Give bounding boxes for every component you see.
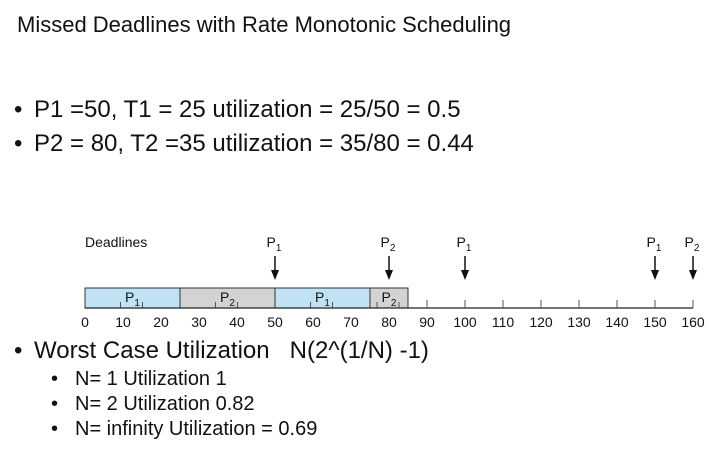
tick-label: 40	[229, 314, 245, 330]
deadline-arrow-icon	[461, 270, 469, 280]
bullet-glyph: •	[51, 393, 59, 415]
bullet-text-p1: P1 =50, T1 = 25 utilization = 25/50 = 0.…	[34, 96, 461, 123]
tick-label: 120	[529, 314, 553, 330]
bullet-item-p1: • P1 =50, T1 = 25 utilization = 25/50 = 0…	[14, 93, 474, 127]
deadline-label: P2	[381, 234, 396, 254]
worst-case-label: Worst Case Utilization	[34, 337, 270, 364]
worst-case-item-text: N= infinity Utilization = 0.69	[75, 418, 318, 440]
deadline-label: P1	[647, 234, 662, 254]
tick-label: 60	[305, 314, 321, 330]
worst-case-item-text: N= 2 Utilization 0.82	[75, 393, 255, 415]
utilization-bullets: • P1 =50, T1 = 25 utilization = 25/50 = 0…	[14, 93, 474, 161]
block-label: P1	[315, 289, 330, 309]
deadlines-label: Deadlines	[85, 234, 147, 250]
deadline-arrow-icon	[271, 270, 279, 280]
deadline-label: P1	[267, 234, 282, 254]
tick-label: 110	[492, 314, 515, 330]
worst-case-list: • N= 1 Utilization 1 • N= 2 Utilization 0.…	[14, 367, 429, 442]
bullet-glyph: •	[14, 96, 23, 123]
deadline-label: P1	[457, 234, 472, 254]
worst-case-formula: N(2^(1/N) -1)	[289, 337, 429, 364]
bullet-glyph: •	[14, 130, 23, 157]
worst-case-heading: • Worst Case Utilization N(2^(1/N) -1)	[14, 335, 429, 367]
tick-label: 10	[115, 314, 131, 330]
tick-label: 0	[81, 314, 89, 330]
tick-label: 20	[153, 314, 169, 330]
worst-case-item: • N= 2 Utilization 0.82	[51, 392, 429, 417]
deadline-markers: P1 P2 P1 P1 P2	[267, 234, 700, 280]
execution-blocks: P1 P2 P1 P2	[84, 287, 409, 309]
worst-case-item: • N= infinity Utilization = 0.69	[51, 417, 429, 442]
tick-label: 100	[453, 314, 477, 330]
tick-label: 140	[605, 314, 629, 330]
bullet-glyph: •	[51, 418, 59, 440]
tick-label: 130	[567, 314, 591, 330]
bullet-item-p2: • P2 = 80, T2 =35 utilization = 35/80 = 0…	[14, 127, 474, 161]
tick-label: 70	[343, 314, 359, 330]
tick-label: 90	[419, 314, 435, 330]
block-label: P2	[382, 289, 397, 309]
tick-label: 160	[681, 314, 705, 330]
time-axis: 0 10 20 30 40 50 60 70 80 90 100 110 120 130 140 150 160	[81, 300, 705, 330]
tick-label: 50	[267, 314, 283, 330]
tick-label: 30	[191, 314, 207, 330]
block-label: P2	[220, 289, 235, 309]
bullet-glyph: •	[51, 368, 59, 390]
tick-label: 80	[381, 314, 397, 330]
deadline-arrow-icon	[385, 270, 393, 280]
slide-title: Missed Deadlines with Rate Monotonic Sch…	[17, 12, 512, 37]
deadline-arrow-icon	[689, 270, 697, 280]
worst-case-item-text: N= 1 Utilization 1	[75, 368, 227, 390]
bullet-glyph: •	[14, 337, 23, 364]
deadline-label: P2	[685, 234, 700, 254]
worst-case-item: • N= 1 Utilization 1	[51, 367, 429, 392]
worst-case-section: • Worst Case Utilization N(2^(1/N) -1) • N=…	[14, 335, 429, 442]
deadline-arrow-icon	[651, 270, 659, 280]
block-label: P1	[125, 289, 140, 309]
tick-label: 150	[643, 314, 667, 330]
bullet-text-p2: P2 = 80, T2 =35 utilization = 35/80 = 0.…	[34, 130, 474, 157]
